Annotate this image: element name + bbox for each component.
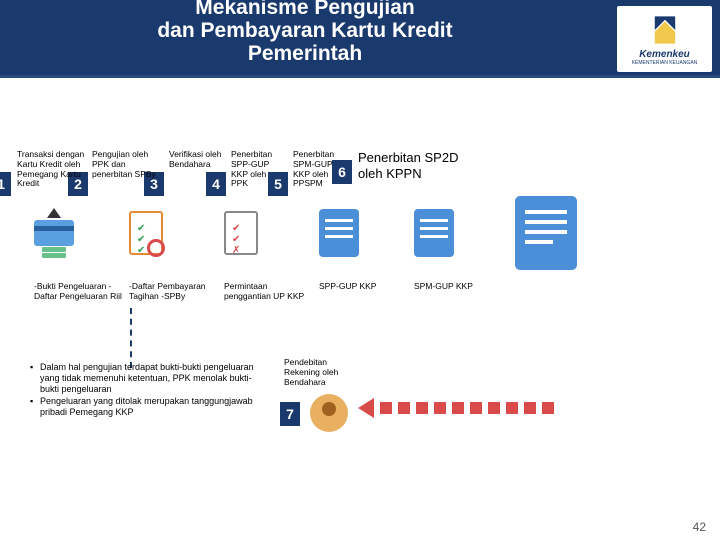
arrow-dash [452, 402, 464, 414]
logo-subtext: KEMENTERIAN KEUANGAN [632, 60, 698, 66]
logo: Kemenkeu KEMENTERIAN KEUANGAN [617, 6, 712, 72]
output-1: -Bukti Pengeluaran -Daftar Pengeluaran R… [34, 282, 129, 302]
output-4: SPP-GUP KKP [319, 282, 414, 302]
kemenkeu-logo-icon [648, 13, 682, 47]
step-7: Pendebitan Rekening oleh Bendahara [280, 358, 354, 387]
arrow-dash [524, 402, 536, 414]
icons-row: ✔✔✔ ✔✔✗ [0, 208, 720, 258]
note-item-1: Dalam hal pengujian terdapat bukti-bukti… [30, 362, 270, 394]
step-7-icon [310, 394, 348, 432]
step-4: Penerbitan SPP-GUP KKP oleh PPK [228, 150, 288, 189]
arrow-dash [398, 402, 410, 414]
step-4-text: Penerbitan SPP-GUP KKP oleh PPK [228, 150, 288, 189]
step-1: Transaksi dengan Kartu Kredit oleh Pemeg… [14, 150, 89, 189]
step-6-icon [509, 208, 589, 258]
step-4-number: 4 [206, 172, 226, 196]
step-3-icon: ✔✔✗ [224, 208, 319, 258]
arrow-dash [470, 402, 482, 414]
title-line-1: Mekanisme Pengujian [0, 0, 610, 19]
step-1-number: 1 [0, 172, 11, 196]
arrow-left-icon [358, 398, 374, 418]
header: Mekanisme Pengujian dan Pembayaran Kartu… [0, 0, 720, 78]
output-2: -Daftar Pembayaran Tagihan -SPBy [129, 282, 224, 302]
step-4-icon [319, 208, 414, 258]
step-7-number: 7 [280, 402, 300, 426]
step-2-icon: ✔✔✔ [129, 208, 224, 258]
arrow-dash [506, 402, 518, 414]
output-3: Permintaan penggantian UP KKP [224, 282, 319, 302]
step-2-text: Pengujian oleh PPK dan penerbitan SPBy [89, 150, 164, 179]
step-2: Pengujian oleh PPK dan penerbitan SPBy [89, 150, 164, 179]
step-3: Verifikasi oleh Bendahara [166, 150, 226, 170]
outputs-row: -Bukti Pengeluaran -Daftar Pengeluaran R… [0, 282, 720, 302]
logo-text: Kemenkeu [639, 49, 690, 60]
arrow-dash [380, 402, 392, 414]
step-6-text: Penerbitan SP2D oleh KPPN [352, 150, 472, 181]
note-item-2: Pengeluaran yang ditolak merupakan tangg… [30, 396, 270, 418]
step-5-text: Penerbitan SPM-GUP KKP oleh PPSPM [290, 150, 350, 189]
steps-row: Transaksi dengan Kartu Kredit oleh Pemeg… [0, 150, 720, 196]
red-arrow [358, 398, 554, 418]
step-3-text: Verifikasi oleh Bendahara [166, 150, 226, 170]
page-title: Mekanisme Pengujian dan Pembayaran Kartu… [0, 0, 610, 65]
arrow-dash [434, 402, 446, 414]
page-number: 42 [693, 520, 706, 534]
step-5: Penerbitan SPM-GUP KKP oleh PPSPM [290, 150, 350, 189]
output-5: SPM-GUP KKP [414, 282, 509, 302]
arrow-dash [542, 402, 554, 414]
arrow-dash [416, 402, 428, 414]
title-line-3: Pemerintah [0, 42, 610, 65]
diagram-area: Transaksi dengan Kartu Kredit oleh Pemeg… [0, 150, 720, 302]
step-1-text: Transaksi dengan Kartu Kredit oleh Pemeg… [14, 150, 89, 189]
note-box: Dalam hal pengujian terdapat bukti-bukti… [30, 362, 270, 420]
step-7-text: Pendebitan Rekening oleh Bendahara [284, 358, 354, 387]
step-1-icon [34, 208, 129, 258]
title-line-2: dan Pembayaran Kartu Kredit [0, 19, 610, 42]
step-5-icon [414, 208, 509, 258]
arrow-dash [488, 402, 500, 414]
dashed-connector [130, 308, 132, 368]
